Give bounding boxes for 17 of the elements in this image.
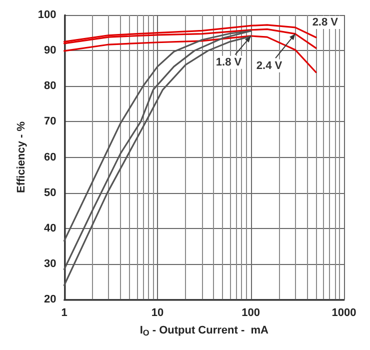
- y-tick-label: 20: [44, 294, 56, 306]
- y-tick-label: 100: [38, 9, 56, 21]
- annotation: 2.4 V: [256, 60, 283, 72]
- x-tick-label: 100: [242, 307, 260, 319]
- x-tick-label: 10: [151, 307, 164, 319]
- y-tick-label: 40: [44, 222, 56, 234]
- y-tick-label: 30: [44, 258, 56, 270]
- y-axis-title: Efficiency - %: [16, 121, 28, 194]
- annotation: 2.8 V: [312, 16, 339, 28]
- x-tick-label: 1: [61, 307, 68, 319]
- y-tick-label: 50: [44, 186, 56, 199]
- x-tick-label: 1000: [332, 307, 356, 319]
- annotation: 1.8 V: [216, 56, 242, 68]
- y-tick-label: 60: [44, 151, 56, 164]
- y-tick-label: 70: [44, 116, 56, 128]
- y-tick-label: 90: [44, 44, 56, 57]
- y-tick-label: 80: [44, 80, 56, 92]
